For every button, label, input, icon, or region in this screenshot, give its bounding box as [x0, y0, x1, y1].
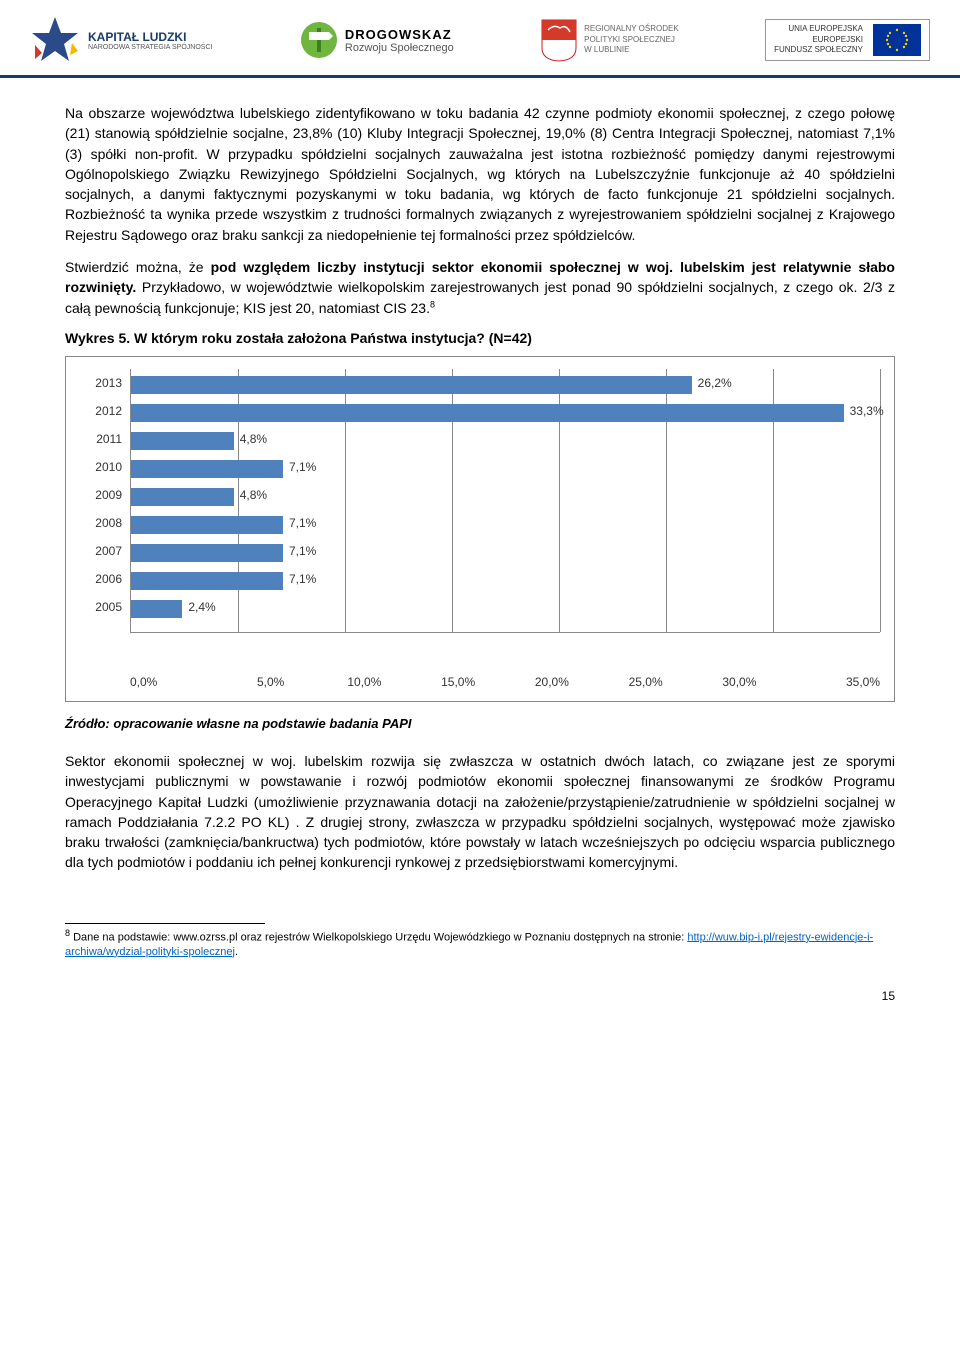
paragraph-2: Stwierdzić można, że pod względem liczby…: [65, 257, 895, 318]
chart-container: 201320122011201020092008200720062005 26,…: [65, 356, 895, 702]
main-content: Na obszarze województwa lubelskiego zide…: [0, 78, 960, 979]
bar-value-label: 33,3%: [850, 404, 884, 418]
y-axis-label: 2013: [80, 369, 122, 397]
bar-value-label: 26,2%: [698, 376, 732, 390]
y-axis-label: 2010: [80, 453, 122, 481]
regionalny-logo: REGIONALNY OŚRODEK POLITYKI SPOŁECZNEJ W…: [540, 18, 679, 62]
chart-plot: 26,2%33,3%4,8%7,1%4,8%7,1%7,1%7,1%2,4%: [130, 369, 880, 633]
y-axis-label: 2006: [80, 565, 122, 593]
x-axis-tick: 35,0%: [786, 675, 880, 689]
bar-value-label: 7,1%: [289, 572, 316, 586]
bar: [131, 572, 283, 590]
bar-value-label: 4,8%: [240, 432, 267, 446]
x-axis-tick: 10,0%: [318, 675, 412, 689]
bar: [131, 600, 182, 618]
regionalny-line3: W LUBLINIE: [584, 45, 679, 55]
bar-value-label: 2,4%: [188, 600, 215, 614]
bar: [131, 376, 692, 394]
paragraph-1: Na obszarze województwa lubelskiego zide…: [65, 103, 895, 245]
x-axis-tick: 5,0%: [224, 675, 318, 689]
eu-flag-icon: [873, 24, 921, 56]
x-axis-tick: 20,0%: [505, 675, 599, 689]
kapital-star-icon: [30, 15, 80, 65]
y-axis-label: 2012: [80, 397, 122, 425]
eu-line3: FUNDUSZ SPOŁECZNY: [774, 45, 863, 55]
footnote-ref: 8: [430, 299, 435, 309]
bar: [131, 516, 283, 534]
footnote-separator: [65, 923, 265, 924]
drogowskaz-subtitle: Rozwoju Społecznego: [345, 42, 454, 54]
eu-line1: UNIA EUROPEJSKA: [774, 24, 863, 34]
y-axis-label: 2007: [80, 537, 122, 565]
chart-source: Źródło: opracowanie własne na podstawie …: [65, 716, 895, 731]
y-axis-label: 2005: [80, 593, 122, 621]
regionalny-line2: POLITYKI SPOŁECZNEJ: [584, 35, 679, 45]
bar-value-label: 7,1%: [289, 544, 316, 558]
paragraph-3: Sektor ekonomii społecznej w woj. lubels…: [65, 751, 895, 873]
x-axis-tick: 30,0%: [693, 675, 787, 689]
x-axis-tick: 0,0%: [130, 675, 224, 689]
kapital-title: KAPITAŁ LUDZKI: [88, 30, 212, 44]
kapital-subtitle: NARODOWA STRATEGIA SPÓJNOŚCI: [88, 44, 212, 51]
bar: [131, 488, 234, 506]
x-axis-labels: 0,0%5,0%10,0%15,0%20,0%25,0%30,0%35,0%: [130, 675, 880, 689]
chart-title: Wykres 5. W którym roku została założona…: [65, 330, 895, 346]
bar-value-label: 4,8%: [240, 488, 267, 502]
drogowskaz-icon: [299, 20, 339, 60]
bar-value-label: 7,1%: [289, 460, 316, 474]
drogowskaz-title: DROGOWSKAZ: [345, 27, 454, 42]
kapital-ludzki-logo: KAPITAŁ LUDZKI NARODOWA STRATEGIA SPÓJNO…: [30, 15, 212, 65]
footnote: 8 Dane na podstawie: www.ozrss.pl oraz r…: [65, 928, 895, 959]
x-axis-tick: 25,0%: [599, 675, 693, 689]
bar-value-label: 7,1%: [289, 516, 316, 530]
y-axis-label: 2009: [80, 481, 122, 509]
header-banner: KAPITAŁ LUDZKI NARODOWA STRATEGIA SPÓJNO…: [0, 0, 960, 78]
y-axis-label: 2011: [80, 425, 122, 453]
para2-lead: Stwierdzić można, że: [65, 259, 211, 275]
y-axis-label: 2008: [80, 509, 122, 537]
chart-area: 201320122011201020092008200720062005 26,…: [80, 369, 880, 669]
bar: [131, 404, 844, 422]
bar: [131, 544, 283, 562]
x-axis-tick: 15,0%: [411, 675, 505, 689]
eu-logo: UNIA EUROPEJSKA EUROPEJSKI FUNDUSZ SPOŁE…: [765, 19, 930, 61]
regionalny-line1: REGIONALNY OŚRODEK: [584, 24, 679, 34]
footnote-text: Dane na podstawie: www.ozrss.pl oraz rej…: [70, 931, 687, 943]
bar: [131, 432, 234, 450]
y-axis-labels: 201320122011201020092008200720062005: [80, 369, 130, 621]
shield-icon: [540, 18, 578, 62]
eu-line2: EUROPEJSKI: [774, 35, 863, 45]
bar: [131, 460, 283, 478]
para2-rest: Przykładowo, w województwie wielkopolski…: [65, 279, 895, 315]
page-number: 15: [0, 989, 960, 1023]
drogowskaz-logo: DROGOWSKAZ Rozwoju Społecznego: [299, 20, 454, 60]
